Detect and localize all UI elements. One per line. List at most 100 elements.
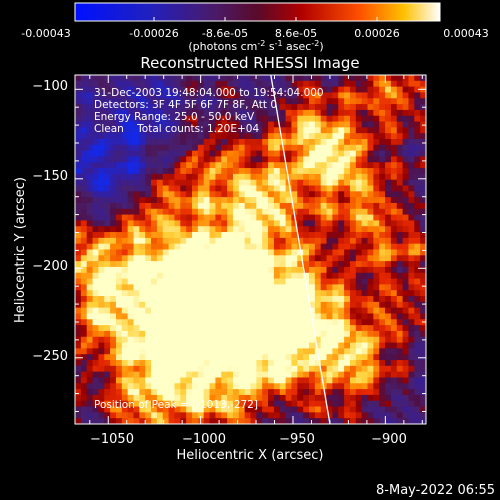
heatmap-cell xyxy=(244,86,251,93)
heatmap-cell xyxy=(355,330,363,338)
heatmap-cell xyxy=(414,371,421,378)
heatmap-cell xyxy=(396,418,403,424)
heatmap-cell xyxy=(361,383,368,390)
heatmap-cell xyxy=(227,342,234,349)
heatmap-cell xyxy=(326,237,333,245)
heatmap-cell xyxy=(186,220,193,227)
heatmap-cell xyxy=(396,202,403,210)
heatmap-cell xyxy=(396,360,403,367)
heatmap-cell xyxy=(209,220,216,227)
heatmap-cell xyxy=(151,208,158,215)
heatmap-cell xyxy=(145,115,152,122)
heatmap-cell xyxy=(197,330,205,338)
heatmap-cell xyxy=(309,307,316,314)
heatmap-cell xyxy=(279,86,286,93)
heatmap-cell xyxy=(297,394,304,402)
heatmap-cell xyxy=(396,138,403,146)
heatmap-cell xyxy=(209,394,216,402)
heatmap-cell xyxy=(139,150,146,157)
heatmap-cell xyxy=(197,371,205,378)
heatmap-cell xyxy=(314,406,322,413)
heatmap-cell xyxy=(186,237,193,245)
heatmap-cell xyxy=(168,266,175,274)
heatmap-cell xyxy=(379,336,386,343)
heatmap-cell xyxy=(209,121,216,128)
heatmap-cell xyxy=(145,330,152,338)
heatmap-cell xyxy=(203,319,210,326)
heatmap-cell xyxy=(402,400,409,407)
heatmap-cell xyxy=(402,220,409,227)
heatmap-cell xyxy=(268,394,275,402)
heatmap-cell xyxy=(180,325,187,332)
heatmap-cell xyxy=(402,330,409,338)
heatmap-cell xyxy=(385,144,392,152)
heatmap-cell xyxy=(197,319,205,326)
heatmap-cell xyxy=(232,412,240,419)
heatmap-cell xyxy=(86,394,93,402)
heatmap-cell xyxy=(408,365,415,373)
heatmap-cell xyxy=(197,115,205,122)
heatmap-cell xyxy=(104,121,111,128)
heatmap-cell xyxy=(262,354,269,361)
heatmap-cell xyxy=(180,255,187,262)
heatmap-cell xyxy=(180,330,187,338)
heatmap-cell xyxy=(314,232,322,239)
heatmap-cell xyxy=(110,226,117,233)
heatmap-cell xyxy=(379,168,386,175)
heatmap-cell xyxy=(332,336,339,343)
heatmap-cell xyxy=(379,133,386,140)
heatmap-cell xyxy=(256,255,263,262)
heatmap-cell xyxy=(121,330,129,338)
heatmap-cell xyxy=(168,394,175,402)
heatmap-cell xyxy=(326,220,333,227)
heatmap-cell xyxy=(238,249,246,256)
heatmap-cell xyxy=(367,173,374,181)
heatmap-cell xyxy=(110,133,117,140)
heatmap-cell xyxy=(361,418,368,424)
heatmap-cell xyxy=(338,156,345,163)
heatmap-cell xyxy=(349,92,357,99)
heatmap-cell xyxy=(291,307,298,314)
heatmap-cell xyxy=(273,92,281,99)
heatmap-cell xyxy=(232,319,240,326)
heatmap-cell xyxy=(256,226,263,233)
heatmap-cell xyxy=(349,98,357,105)
heatmap-cell xyxy=(80,296,88,303)
heatmap-cell xyxy=(215,336,222,343)
heatmap-cell xyxy=(110,232,117,239)
heatmap-cell xyxy=(221,301,228,309)
heatmap-cell xyxy=(268,360,275,367)
heatmap-cell xyxy=(174,319,181,326)
heatmap-cell xyxy=(168,243,175,250)
heatmap-cell xyxy=(86,220,93,227)
heatmap-cell xyxy=(186,75,193,82)
heatmap-cell xyxy=(80,394,88,402)
heatmap-cell xyxy=(373,243,380,250)
heatmap-cell xyxy=(349,330,357,338)
heatmap-cell xyxy=(121,406,129,413)
heatmap-cell xyxy=(180,179,187,186)
heatmap-cell xyxy=(250,243,257,250)
heatmap-cell xyxy=(273,360,281,367)
y-tick-label: −100 xyxy=(32,79,68,94)
heatmap-cell xyxy=(139,290,146,297)
heatmap-cell xyxy=(408,121,415,128)
heatmap-cell xyxy=(361,290,368,297)
heatmap-cell xyxy=(338,354,345,361)
heatmap-cell xyxy=(221,121,228,128)
heatmap-cell xyxy=(297,325,304,332)
heatmap-cell xyxy=(104,138,111,146)
heatmap-cell xyxy=(110,342,117,349)
heatmap-cell xyxy=(197,383,205,390)
heatmap-cell xyxy=(227,266,234,274)
heatmap-cell xyxy=(133,336,140,343)
heatmap-cell xyxy=(297,278,304,285)
heatmap-cell xyxy=(314,290,322,297)
heatmap-cell xyxy=(145,144,152,152)
heatmap-cell xyxy=(115,80,123,88)
heatmap-cell xyxy=(408,232,415,239)
heatmap-cell xyxy=(244,290,251,297)
heatmap-cell xyxy=(314,354,322,361)
heatmap-cell xyxy=(133,383,140,390)
heatmap-cell xyxy=(80,272,88,279)
